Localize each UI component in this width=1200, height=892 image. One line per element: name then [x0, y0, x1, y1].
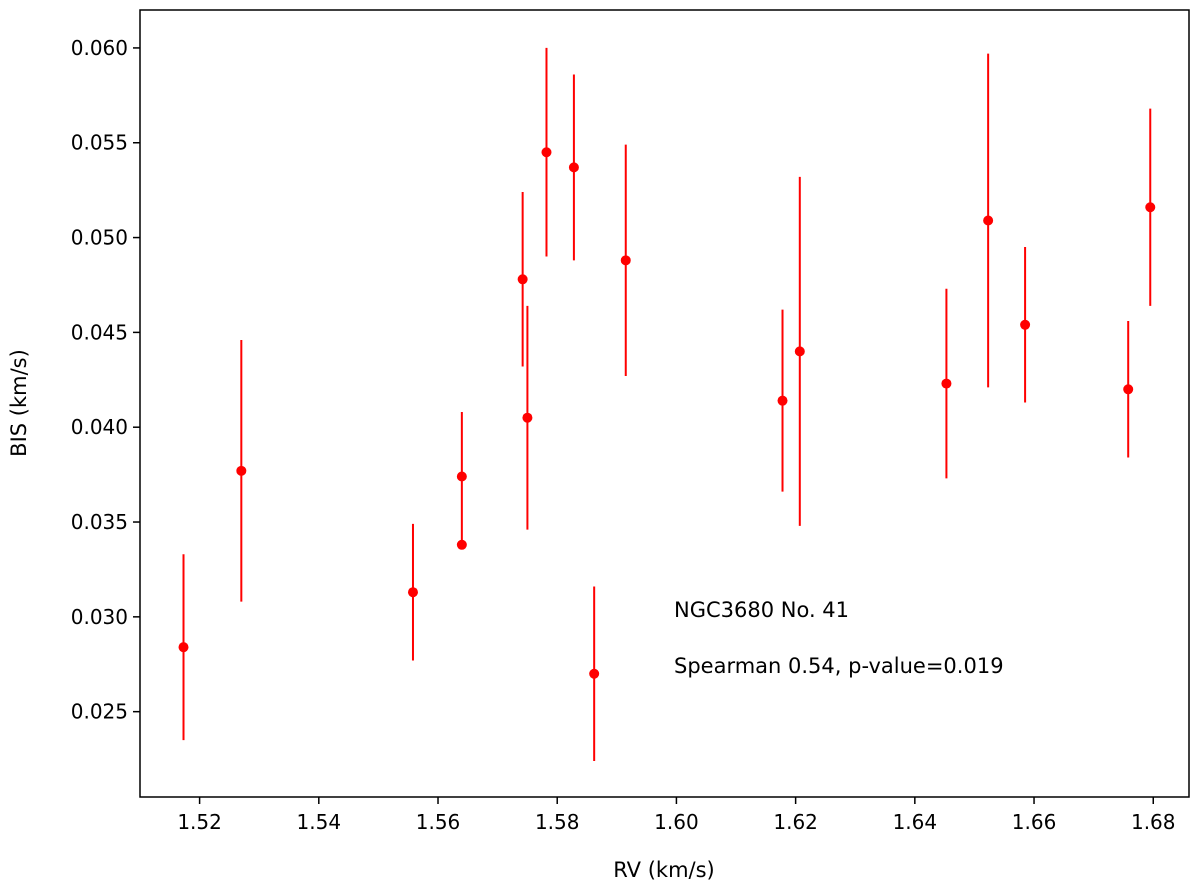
data-point-6 — [522, 412, 533, 423]
data-point-17 — [1145, 202, 1156, 213]
y-tick-label-6: 0.055 — [71, 131, 128, 155]
data-marks — [178, 47, 1156, 761]
x-tick-label-8: 1.68 — [1131, 810, 1176, 834]
data-point-11 — [777, 395, 788, 406]
data-point-16 — [1123, 384, 1134, 395]
y-axis: 0.025 0.030 0.035 0.040 0.045 0.050 0.055 0.060 — [71, 36, 140, 724]
y-tick-label-4: 0.045 — [71, 320, 128, 344]
y-axis-label: BIS (km/s) — [7, 349, 31, 457]
x-tick-label-6: 1.64 — [893, 810, 938, 834]
y-tick-label-3: 0.040 — [71, 415, 128, 439]
data-point-3 — [456, 471, 467, 482]
y-tick-label-7: 0.060 — [71, 36, 128, 60]
data-point-1 — [236, 465, 247, 476]
data-point-9 — [589, 668, 600, 679]
x-tick-label-4: 1.60 — [654, 810, 699, 834]
x-tick-label-2: 1.56 — [416, 810, 461, 834]
y-tick-label-2: 0.035 — [71, 510, 128, 534]
x-tick-label-7: 1.66 — [1012, 810, 1057, 834]
x-tick-label-0: 1.52 — [177, 810, 222, 834]
annotation-spearman: Spearman 0.54, p-value=0.019 — [674, 654, 1004, 678]
data-point-14 — [983, 215, 994, 226]
plot-frame — [139, 9, 1190, 798]
data-point-5 — [517, 274, 528, 285]
x-axis-label: RV (km/s) — [613, 858, 715, 882]
data-point-7 — [541, 147, 552, 158]
data-point-4 — [456, 539, 467, 550]
data-point-10 — [620, 255, 631, 266]
y-tick-label-5: 0.050 — [71, 226, 128, 250]
x-axis: 1.52 1.54 1.56 1.58 1.60 1.62 1.64 1.66 1.68 — [177, 797, 1176, 834]
data-point-8 — [568, 162, 579, 173]
data-point-12 — [794, 346, 805, 357]
data-point-13 — [941, 378, 952, 389]
annotation-object-name: NGC3680 No. 41 — [674, 598, 849, 622]
x-tick-label-3: 1.58 — [535, 810, 580, 834]
data-point-0 — [178, 642, 189, 653]
x-tick-label-5: 1.62 — [773, 810, 818, 834]
y-tick-label-0: 0.025 — [71, 700, 128, 724]
data-point-15 — [1020, 319, 1031, 330]
data-point-2 — [407, 587, 418, 598]
x-tick-label-1: 1.54 — [297, 810, 342, 834]
y-tick-label-1: 0.030 — [71, 605, 128, 629]
